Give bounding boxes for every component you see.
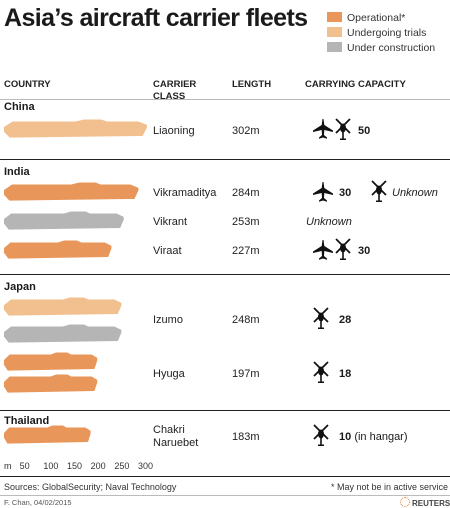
carrier-class-vikrant: Vikrant: [153, 216, 188, 228]
capacity-value: 10: [339, 431, 352, 443]
ship-bar-izumo: [4, 297, 122, 316]
x-tick-label: 100: [43, 461, 59, 471]
ship-bar-vikramaditya: [4, 182, 139, 201]
capacity-chakri-naruebet: 10 (in hangar): [339, 431, 408, 443]
helicopter-icon: [334, 237, 352, 261]
carrier-length-chakri-naruebet: 183m: [232, 431, 260, 443]
capacity-izumo: 28: [339, 314, 352, 326]
ship-bar-liaoning: [4, 119, 147, 138]
carrier-class-izumo: Izumo: [153, 314, 183, 326]
ship-bar-viraat: [4, 240, 112, 259]
chart-title: Asia’s aircraft carrier fleets: [4, 4, 308, 32]
ship-bar-hyuga: [4, 374, 98, 393]
country-label-japan: Japan: [4, 281, 36, 293]
header-capacity: CARRYING CAPACITY: [305, 79, 406, 90]
header-carrier-class-line1: CARRIER: [153, 79, 197, 90]
carrier-length-izumo: 248m: [232, 314, 260, 326]
carrier-class-hyuga: Hyuga: [153, 368, 185, 380]
footnote-text: * May not be in active service: [331, 482, 449, 492]
capacity-note: (in hangar): [354, 431, 408, 443]
sources-text: Sources: GlobalSecurity; Naval Technolog…: [4, 482, 177, 492]
legend-label: Operational*: [347, 12, 406, 24]
carrier-class-vikramaditya: Vikramaditya: [153, 187, 217, 199]
capacity-hyuga: 18: [339, 368, 352, 380]
fighter-jet-icon: [312, 239, 334, 261]
carrier-length-liaoning: 302m: [232, 125, 260, 137]
helicopter-icon: [334, 117, 352, 141]
section-divider: [0, 410, 450, 411]
carrier-length-vikramaditya: 284m: [232, 187, 260, 199]
x-axis-unit: m: [4, 461, 12, 471]
axis-rule: [0, 476, 450, 477]
capacity-vikramaditya-heli: Unknown: [392, 187, 438, 199]
ship-bar-izumo: [4, 324, 122, 343]
ship-bar-hyuga: [4, 352, 98, 371]
carrier-class-liaoning: Liaoning: [153, 125, 195, 137]
header-country: COUNTRY: [4, 79, 51, 90]
x-tick-label: 300: [138, 461, 154, 471]
legend-label: Under construction: [347, 42, 436, 54]
legend-item-operational: Operational*: [327, 12, 405, 24]
helicopter-icon: [312, 423, 330, 447]
legend-label: Undergoing trials: [347, 27, 427, 39]
ship-bar-vikrant: [4, 211, 124, 230]
carrier-length-vikrant: 253m: [232, 216, 260, 228]
carrier-class-viraat: Viraat: [153, 245, 182, 257]
carrier-class-chakri-naruebet-line1: Chakri: [153, 424, 185, 436]
legend-swatch-construction: [327, 42, 342, 52]
helicopter-icon: [312, 306, 330, 330]
header-length: LENGTH: [232, 79, 272, 90]
legend-item-construction: Under construction: [327, 42, 435, 54]
capacity-liaoning: 50: [358, 125, 371, 137]
footer-rule: [0, 495, 450, 496]
helicopter-icon: [370, 179, 388, 203]
section-divider: [0, 274, 450, 275]
header-rule: [0, 99, 450, 100]
carrier-length-viraat: 227m: [232, 245, 260, 257]
legend-swatch-trials: [327, 27, 342, 37]
capacity-vikrant: Unknown: [306, 216, 352, 228]
x-tick-label: 50: [19, 461, 30, 471]
credit-text: F. Chan, 04/02/2015: [4, 498, 72, 507]
capacity-viraat: 30: [358, 245, 371, 257]
header-carrier-class: CARRIER CLASS: [153, 79, 196, 103]
ship-bar-chakri-naruebet: [4, 425, 91, 444]
reuters-logo-icon: [400, 497, 410, 507]
legend-item-trials: Undergoing trials: [327, 27, 426, 39]
helicopter-icon: [312, 360, 330, 384]
carrier-length-hyuga: 197m: [232, 368, 260, 380]
carrier-class-chakri-naruebet-line2: Naruebet: [153, 437, 199, 449]
country-label-thailand: Thailand: [4, 415, 50, 427]
legend-swatch-operational: [327, 12, 342, 22]
header-carrier-class-line2: CLASS: [153, 91, 186, 102]
x-tick-label: 250: [114, 461, 130, 471]
brand-text: REUTERS: [412, 499, 450, 508]
brand-logo: REUTERS: [400, 497, 450, 508]
fighter-jet-icon: [312, 118, 334, 140]
fighter-jet-icon: [312, 181, 334, 203]
x-tick-label: 150: [67, 461, 83, 471]
country-label-china: China: [4, 101, 35, 113]
capacity-vikramaditya: 30: [339, 187, 352, 199]
country-label-india: India: [4, 166, 30, 178]
x-tick-label: 200: [90, 461, 106, 471]
section-divider: [0, 159, 450, 160]
